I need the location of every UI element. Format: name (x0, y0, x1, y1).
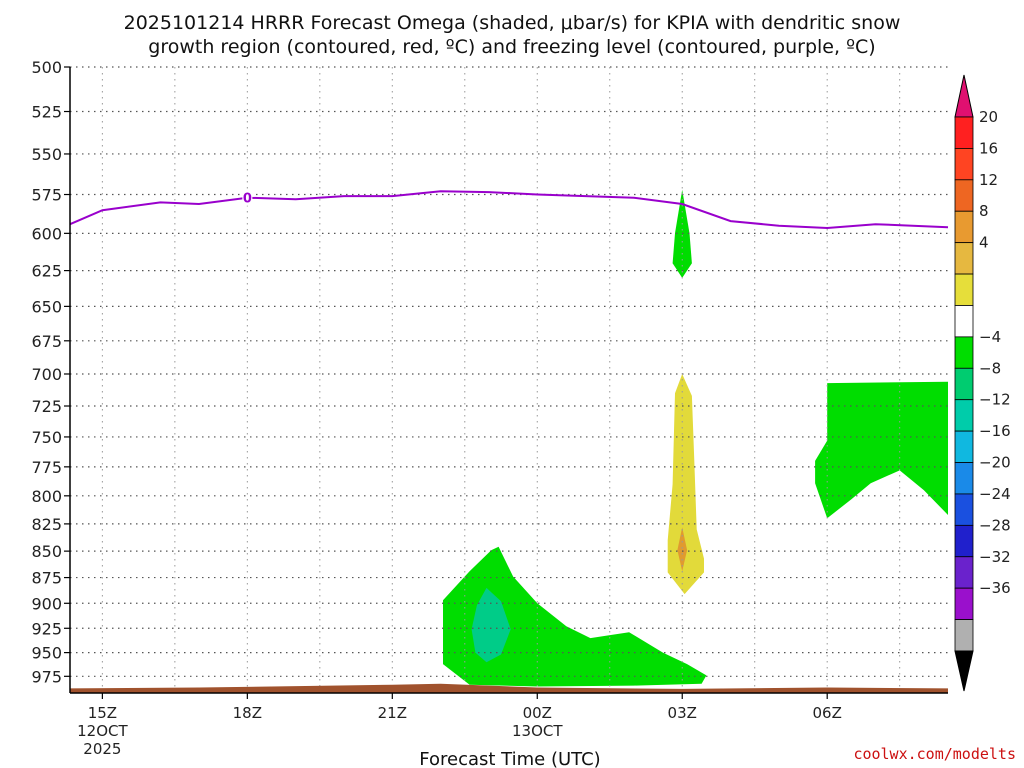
colorbar-segment-2 (954, 179, 974, 212)
freezing-level-line (69, 190, 949, 230)
x-tick-label-06Z: 06Z (813, 704, 842, 722)
y-tick-label-650: 650 (31, 297, 62, 316)
y-tick-label-600: 600 (31, 224, 62, 243)
x-tick-label-18Z: 18Z (233, 704, 262, 722)
colorbar-segment-8 (954, 367, 974, 401)
omega-region-5 (815, 381, 948, 519)
y-tick-label-575: 575 (31, 186, 62, 205)
x-tick-label-03Z: 03Z (668, 704, 697, 722)
x-tick-date-15Z: 12OCT (77, 722, 128, 740)
x-tick-label-00Z: 00Z (523, 704, 552, 722)
y-tick-label-825: 825 (31, 515, 62, 534)
chart-title-line1: 2025101214 HRRR Forecast Omega (shaded, … (124, 12, 901, 34)
colorbar-segment-15 (954, 587, 974, 620)
x-tick-label-15Z: 15Z (88, 704, 117, 722)
x-axis-label: Forecast Time (UTC) (419, 749, 600, 768)
colorbar-label-4: 4 (979, 234, 989, 252)
y-tick-label-625: 625 (31, 262, 62, 281)
colorbar-label-1: 16 (979, 139, 998, 157)
colorbar-segment-13 (954, 524, 974, 558)
grid-lines (70, 66, 948, 693)
colorbar-segment-12 (954, 493, 974, 526)
y-tick-label-875: 875 (31, 569, 62, 588)
y-tick-label-925: 925 (31, 619, 62, 638)
y-tick-label-500: 500 (31, 58, 62, 77)
colorbar-segment-4 (954, 242, 974, 275)
y-tick-label-850: 850 (31, 542, 62, 561)
omega-region-4 (677, 527, 688, 572)
x-tick-label-21Z: 21Z (378, 704, 407, 722)
axes (69, 67, 948, 694)
freezing-level-layer: 0 (69, 189, 949, 230)
y-tick-label-725: 725 (31, 397, 62, 416)
colorbar-label-6: −8 (979, 359, 1001, 377)
freezing-level-label-bg (242, 189, 253, 206)
colorbar-segment-1 (954, 148, 974, 181)
omega-region-3 (667, 374, 704, 595)
colorbar-label-11: −28 (979, 516, 1011, 534)
colorbar-label-10: −24 (979, 485, 1011, 503)
colorbar-segment-3 (954, 210, 974, 244)
colorbar-segment-5 (954, 273, 974, 306)
y-tick-label-750: 750 (31, 428, 62, 447)
terrain-fill (70, 683, 948, 693)
chart-title-line2: growth region (contoured, red, ºC) and f… (148, 36, 875, 58)
colorbar-label-5: −4 (979, 328, 1001, 346)
freezing-level-label: 0 (243, 192, 252, 207)
terrain-layer (70, 683, 948, 693)
colorbar-label-13: −36 (979, 579, 1011, 597)
y-tick-label-675: 675 (31, 332, 62, 351)
colorbar-top-arrow (954, 74, 974, 118)
omega-colorbar: 20 16 12 8 4 −4 −8 −12 −16 −20 −24 −28 −32 −36 (954, 74, 1011, 692)
omega-shaded-regions (443, 189, 948, 687)
omega-region-1 (443, 546, 707, 687)
colorbar-label-0: 20 (979, 108, 998, 126)
colorbar-label-12: −32 (979, 548, 1011, 566)
colorbar-segment-14 (954, 556, 974, 589)
x-tick-date-00Z: 13OCT (512, 722, 563, 740)
y-tick-label-775: 775 (31, 458, 62, 477)
colorbar-segment-6 (954, 305, 974, 338)
colorbar-segment-11 (954, 462, 974, 495)
y-tick-label-550: 550 (31, 145, 62, 164)
y-tick-label-975: 975 (31, 667, 62, 686)
pressure-axis-ticks: 500 525 550 575 600 625 650 675 700 725 750 775 800 8… (31, 58, 70, 686)
colorbar-segment-0 (954, 116, 974, 149)
colorbar-segment-16 (954, 619, 974, 652)
y-tick-label-525: 525 (31, 103, 62, 122)
colorbar-label-2: 12 (979, 171, 998, 189)
colorbar-label-7: −12 (979, 391, 1011, 409)
colorbar-segment-9 (954, 399, 974, 432)
colorbar-label-3: 8 (979, 202, 989, 220)
x-tick-year-15Z: 2025 (83, 740, 121, 758)
source-credit: coolwx.com/modelts (853, 745, 1016, 763)
colorbar-segment-7 (954, 336, 974, 369)
colorbar-label-9: −20 (979, 454, 1011, 472)
omega-region-2 (471, 587, 511, 663)
y-tick-label-700: 700 (31, 365, 62, 384)
y-tick-label-900: 900 (31, 594, 62, 613)
colorbar-bottom-arrow (954, 650, 974, 692)
y-tick-label-800: 800 (31, 487, 62, 506)
colorbar-label-8: −16 (979, 422, 1011, 440)
colorbar-segment-10 (954, 430, 974, 463)
y-tick-label-950: 950 (31, 644, 62, 663)
